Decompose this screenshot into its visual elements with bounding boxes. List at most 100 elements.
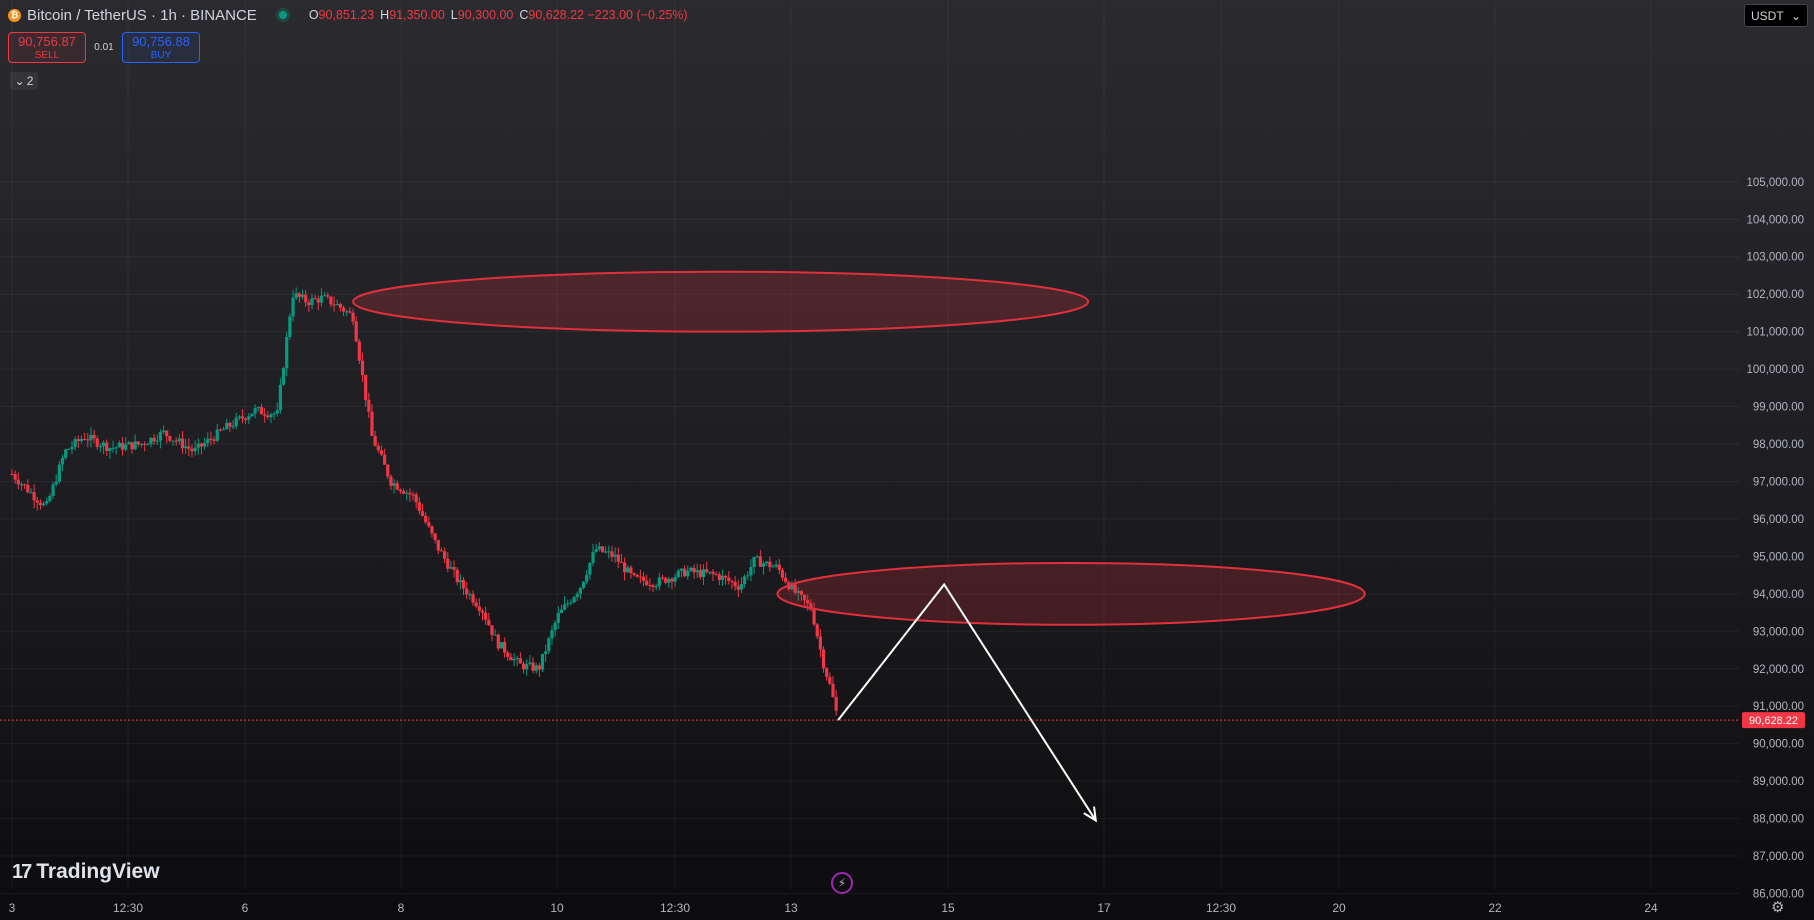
candle bbox=[547, 636, 551, 655]
buy-label: BUY bbox=[150, 50, 172, 61]
time-tick-label: 22 bbox=[1488, 901, 1502, 915]
candle bbox=[345, 309, 349, 317]
candle bbox=[364, 374, 368, 407]
candle bbox=[206, 432, 210, 448]
candle bbox=[149, 437, 153, 448]
sell-button[interactable]: 90,756.87 SELL bbox=[8, 32, 86, 63]
candle bbox=[278, 378, 283, 414]
candle bbox=[89, 427, 93, 448]
candle bbox=[335, 299, 339, 306]
time-axis[interactable]: 3 12:30 6 8 10 12:30 13 15 17 12:30 20 22 24 bbox=[9, 901, 1658, 915]
candle bbox=[38, 499, 43, 510]
candle bbox=[60, 454, 65, 471]
candle bbox=[616, 547, 620, 568]
candle bbox=[13, 470, 17, 484]
time-tick-label: 12:30 bbox=[660, 901, 690, 915]
candle bbox=[818, 629, 822, 658]
candle bbox=[563, 596, 567, 611]
candle bbox=[821, 646, 826, 673]
candle bbox=[401, 488, 406, 495]
candle bbox=[474, 598, 478, 609]
candle bbox=[250, 413, 254, 417]
candle bbox=[613, 547, 617, 563]
candle bbox=[461, 576, 466, 596]
chevron-down-icon: ⌄ bbox=[1790, 8, 1801, 23]
candle bbox=[439, 547, 444, 552]
buy-price: 90,756.88 bbox=[132, 34, 190, 49]
price-tick-label: 93,000.00 bbox=[1753, 626, 1804, 638]
candle bbox=[752, 556, 756, 574]
candle bbox=[291, 290, 295, 322]
indicators-toggle[interactable]: ⌄ 2 bbox=[10, 72, 38, 90]
currency-select[interactable]: USDT ⌄ bbox=[1744, 4, 1808, 27]
candle bbox=[237, 414, 241, 421]
price-tick-label: 86,000.00 bbox=[1753, 889, 1804, 901]
candle bbox=[686, 565, 690, 580]
candle bbox=[392, 478, 396, 494]
time-tick-label: 3 bbox=[9, 901, 16, 915]
price-tick-label: 97,000.00 bbox=[1753, 476, 1804, 488]
candle bbox=[209, 431, 213, 446]
candle bbox=[95, 435, 99, 450]
candle bbox=[332, 296, 336, 312]
candle bbox=[253, 404, 257, 419]
candle bbox=[26, 479, 30, 494]
candle bbox=[285, 332, 289, 377]
candle bbox=[117, 440, 121, 448]
candle bbox=[417, 497, 421, 515]
candle bbox=[48, 493, 52, 503]
candle bbox=[297, 292, 301, 303]
candle bbox=[525, 659, 529, 676]
candle bbox=[809, 599, 813, 612]
candle bbox=[742, 574, 747, 588]
candle bbox=[98, 443, 103, 453]
candle bbox=[746, 571, 750, 580]
candle bbox=[449, 560, 453, 570]
candle bbox=[689, 566, 693, 573]
price-axis[interactable]: 105,000.00 104,000.00 103,000.00 102,000.00… bbox=[1740, 0, 1814, 920]
candle bbox=[692, 564, 696, 579]
candle bbox=[594, 543, 598, 554]
candle bbox=[275, 402, 279, 417]
candle bbox=[831, 676, 835, 698]
candle bbox=[108, 447, 112, 460]
price-tick-label: 89,000.00 bbox=[1753, 776, 1804, 788]
last-price-label: 90,628.22 bbox=[1749, 715, 1798, 727]
candle bbox=[139, 443, 144, 448]
symbol-title[interactable]: Bitcoin / TetherUS · 1h · BINANCE bbox=[27, 6, 257, 24]
trade-panel: 90,756.87 SELL 0.01 90,756.88 BUY bbox=[8, 32, 200, 63]
candle bbox=[825, 667, 829, 681]
candle bbox=[234, 412, 238, 430]
candle bbox=[143, 441, 147, 452]
candle bbox=[673, 573, 677, 588]
candle bbox=[834, 690, 838, 716]
gear-icon[interactable]: ⚙ bbox=[1771, 899, 1785, 916]
buy-button[interactable]: 90,756.88 BUY bbox=[122, 32, 200, 63]
time-tick-label: 20 bbox=[1332, 901, 1346, 915]
candle bbox=[793, 578, 797, 596]
candle bbox=[411, 491, 415, 501]
time-tick-label: 6 bbox=[242, 901, 249, 915]
lightning-icon[interactable]: ⚡ bbox=[831, 872, 853, 894]
candle bbox=[796, 587, 800, 601]
price-tick-label: 92,000.00 bbox=[1753, 664, 1804, 676]
candle bbox=[487, 612, 491, 627]
candle bbox=[575, 591, 579, 602]
candle bbox=[676, 568, 680, 579]
candle bbox=[812, 602, 816, 627]
candle bbox=[16, 472, 20, 490]
candle bbox=[518, 652, 522, 664]
candle bbox=[720, 569, 725, 586]
candle bbox=[828, 672, 832, 686]
quantity-field[interactable]: 0.01 bbox=[94, 42, 114, 53]
candle bbox=[354, 316, 358, 343]
candle bbox=[105, 439, 109, 456]
candle bbox=[670, 577, 674, 590]
candle bbox=[221, 426, 226, 431]
candle bbox=[158, 429, 163, 449]
candle bbox=[477, 598, 481, 616]
candle bbox=[29, 488, 33, 494]
candle bbox=[398, 488, 403, 494]
resistance-zone bbox=[776, 561, 1366, 626]
